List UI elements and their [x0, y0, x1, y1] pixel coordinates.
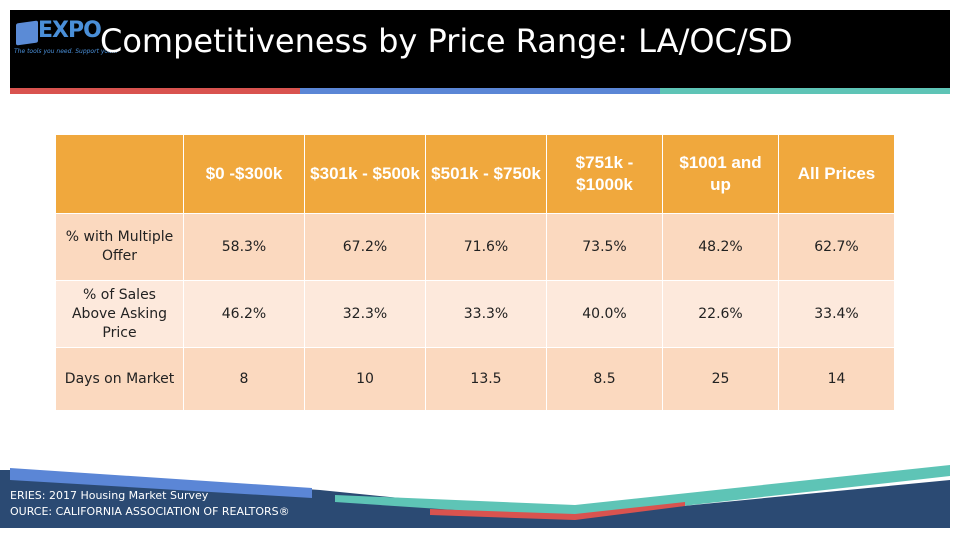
- accent-bar-red: [10, 88, 300, 94]
- table-cell: 73.5%: [546, 213, 663, 281]
- table-row: Days on Market 8 10 13.5 8.5 25 14: [55, 347, 895, 411]
- row-label: % of Sales Above Asking Price: [55, 280, 184, 348]
- footer-blue-stripe: [10, 468, 312, 498]
- footer-series: ERIES: 2017 Housing Market Survey: [10, 489, 209, 502]
- table-cell: 22.6%: [662, 280, 779, 348]
- table-row: % with Multiple Offer 58.3% 67.2% 71.6% …: [55, 213, 895, 281]
- table-header-row: $0 -$300k $301k - $500k $501k - $750k $7…: [55, 134, 895, 214]
- accent-bar-blue: [300, 88, 660, 94]
- slide-header: [10, 10, 950, 88]
- competitiveness-table: $0 -$300k $301k - $500k $501k - $750k $7…: [55, 134, 895, 411]
- logo-tagline: The tools you need. Support you...: [14, 48, 118, 55]
- footer-red-stripe: [430, 502, 685, 520]
- footer-source: OURCE: CALIFORNIA ASSOCIATION OF REALTOR…: [10, 505, 290, 518]
- table-cell: 33.4%: [778, 280, 895, 348]
- table-cell: 10: [304, 347, 426, 411]
- logo-word: EXPO: [38, 18, 102, 43]
- table-cell: 40.0%: [546, 280, 663, 348]
- slide-title: Competitiveness by Price Range: LA/OC/SD: [100, 22, 793, 60]
- table-row: % of Sales Above Asking Price 46.2% 32.3…: [55, 280, 895, 348]
- footer-graphic: [0, 465, 950, 528]
- header-cell: [55, 134, 184, 214]
- expo-logo: EXPO The tools you need. Support you...: [10, 18, 118, 68]
- table-cell: 58.3%: [183, 213, 305, 281]
- table-cell: 67.2%: [304, 213, 426, 281]
- footer-white-cut: [0, 468, 950, 516]
- header-cell: $301k - $500k: [304, 134, 426, 214]
- table-cell: 8.5: [546, 347, 663, 411]
- table-cell: 33.3%: [425, 280, 547, 348]
- table-cell: 25: [662, 347, 779, 411]
- header-cell: $751k - $1000k: [546, 134, 663, 214]
- footer-teal-stripe: [335, 465, 950, 518]
- row-label: % with Multiple Offer: [55, 213, 184, 281]
- table-cell: 62.7%: [778, 213, 895, 281]
- accent-bar-teal: [660, 88, 950, 94]
- header-cell: $1001 and up: [662, 134, 779, 214]
- header-cell: $0 -$300k: [183, 134, 305, 214]
- header-cell: $501k - $750k: [425, 134, 547, 214]
- table-cell: 13.5: [425, 347, 547, 411]
- table-cell: 71.6%: [425, 213, 547, 281]
- table-cell: 14: [778, 347, 895, 411]
- table-cell: 8: [183, 347, 305, 411]
- book-icon: [16, 20, 38, 46]
- header-cell: All Prices: [778, 134, 895, 214]
- table-cell: 48.2%: [662, 213, 779, 281]
- table-cell: 32.3%: [304, 280, 426, 348]
- table-cell: 46.2%: [183, 280, 305, 348]
- row-label: Days on Market: [55, 347, 184, 411]
